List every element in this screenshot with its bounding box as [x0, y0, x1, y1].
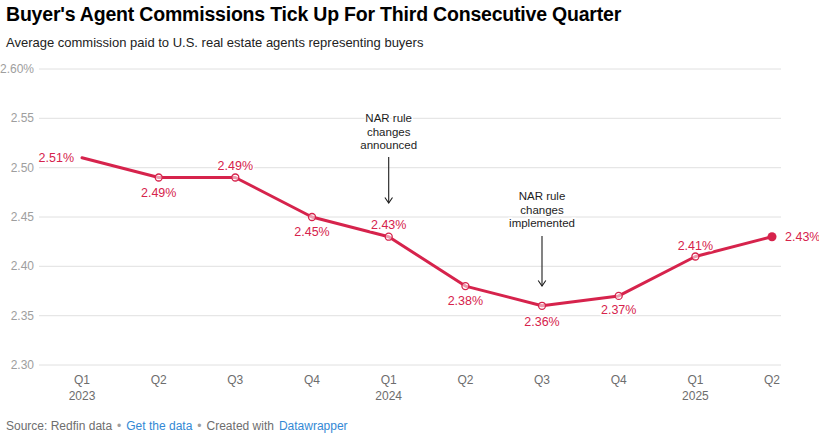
point-value-label: 2.43% — [371, 218, 406, 232]
data-point-marker — [615, 292, 622, 299]
commission-line — [82, 158, 772, 306]
data-point-marker — [539, 302, 546, 309]
data-point-marker — [155, 174, 162, 181]
point-value-label: 2.43% — [785, 230, 819, 244]
annotation-text: NAR rule — [365, 112, 412, 124]
data-point-marker — [385, 233, 392, 240]
data-point-marker-filled — [768, 232, 777, 241]
x-axis-tick-label: Q4 — [611, 373, 627, 387]
x-axis-tick-label: Q2 — [764, 373, 780, 387]
created-with-text: Created with — [207, 419, 274, 433]
y-axis-tick-label: 2.60% — [0, 62, 34, 76]
x-axis-tick-label: Q3 — [227, 373, 243, 387]
data-point-marker — [692, 253, 699, 260]
source-text: Source: Redfin data — [6, 419, 112, 433]
chart-footer: Source: Redfin data • Get the data • Cre… — [6, 419, 348, 433]
x-axis-tick-label: Q1 — [74, 373, 90, 387]
x-axis-year-label: 2024 — [375, 389, 402, 403]
data-point-marker — [462, 283, 469, 290]
annotation-text: NAR rule — [519, 190, 566, 202]
point-value-label: 2.49% — [141, 186, 176, 200]
annotation-text: changes — [520, 204, 564, 216]
point-value-label: 2.36% — [524, 315, 559, 329]
x-axis-tick-label: Q2 — [151, 373, 167, 387]
y-axis-tick-label: 2.35 — [11, 309, 35, 323]
y-axis-tick-label: 2.55 — [11, 111, 35, 125]
separator-dot: • — [117, 419, 121, 433]
annotation-text: announced — [360, 139, 417, 151]
x-axis-tick-label: Q1 — [381, 373, 397, 387]
point-value-label: 2.37% — [601, 303, 636, 317]
x-axis-tick-label: Q3 — [534, 373, 550, 387]
y-axis-tick-label: 2.50 — [11, 161, 35, 175]
point-value-label: 2.41% — [678, 239, 713, 253]
point-value-label: 2.45% — [294, 225, 329, 239]
x-axis-year-label: 2025 — [682, 389, 709, 403]
y-axis-tick-label: 2.40 — [11, 259, 35, 273]
separator-dot: • — [197, 419, 201, 433]
commission-line-chart: 2.60% 2.55 2.50 2.45 2.40 2.35 2.30 Q1 2023 Q2 Q3 Q… — [0, 0, 819, 441]
point-value-label: 2.49% — [218, 159, 253, 173]
x-axis-tick-label: Q4 — [304, 373, 320, 387]
datawrapper-link[interactable]: Datawrapper — [279, 419, 348, 433]
x-axis-year-label: 2023 — [69, 389, 96, 403]
chart-card: Buyer's Agent Commissions Tick Up For Th… — [0, 0, 819, 441]
data-point-marker — [309, 214, 316, 221]
annotation-text: changes — [367, 126, 411, 138]
annotation-text: implemented — [509, 217, 575, 229]
get-the-data-link[interactable]: Get the data — [126, 419, 192, 433]
x-axis-tick-label: Q1 — [687, 373, 703, 387]
x-axis-tick-label: Q2 — [457, 373, 473, 387]
point-value-label: 2.51% — [39, 151, 74, 165]
y-axis-tick-label: 2.45 — [11, 210, 35, 224]
data-point-marker — [232, 174, 239, 181]
y-axis-tick-label: 2.30 — [11, 358, 35, 372]
point-value-label: 2.38% — [448, 294, 483, 308]
